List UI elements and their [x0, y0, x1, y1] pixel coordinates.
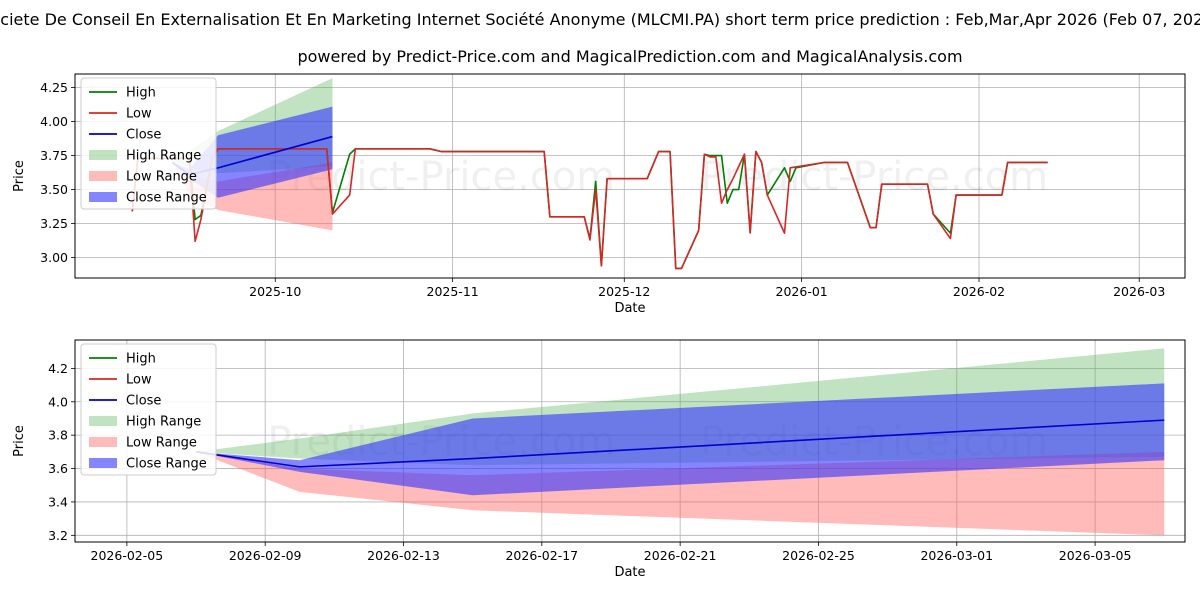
- legend-patch-high_range: [89, 150, 117, 160]
- axes-frame: [74, 339, 1186, 543]
- x-tick-label: 2026-02-25: [782, 548, 855, 563]
- x-tick-label: 2026-01: [776, 284, 828, 299]
- x-tick-label: 2026-02-09: [229, 548, 302, 563]
- legend-box: [80, 77, 217, 210]
- legend-label: Low Range: [126, 170, 197, 185]
- y-tick-label: 4.25: [40, 80, 68, 95]
- chart-title: Societe De Conseil En Externalisation Et…: [0, 10, 1200, 29]
- legend-patch-low_range: [89, 437, 117, 447]
- legend-label: High: [126, 352, 156, 367]
- x-axis-label: Date: [614, 565, 645, 580]
- close-series-line: [195, 419, 1165, 468]
- legend-label: Close Range: [126, 457, 207, 472]
- x-tick-label: 2026-02: [953, 284, 1005, 299]
- legend-patch-low_range: [89, 171, 117, 181]
- y-tick-label: 3.2: [48, 528, 68, 543]
- y-axis-label: Price: [12, 160, 27, 192]
- x-tick-label: 2026-03-05: [1059, 548, 1132, 563]
- axes-frame: [74, 73, 1186, 279]
- y-tick-label: 3.75: [40, 148, 68, 163]
- x-tick-label: 2025-10: [249, 284, 301, 299]
- legend-label: Low: [126, 373, 152, 388]
- legend-label: High Range: [126, 415, 201, 430]
- y-tick-label: 3.6: [48, 461, 68, 476]
- low-range-band: [172, 162, 333, 231]
- legend-box: [80, 343, 217, 476]
- legend-label: High Range: [126, 149, 201, 164]
- legend-label: Low: [126, 107, 152, 122]
- y-tick-label: 3.25: [40, 216, 68, 231]
- low-range-band: [196, 451, 1165, 536]
- x-tick-label: 2026-03-01: [920, 548, 993, 563]
- x-axis-label: Date: [614, 301, 645, 316]
- bottom-panel: 2026-02-05 2026-02-09 2026-02-13 2026-02-17…: [12, 339, 1186, 580]
- legend-patch-close_range: [89, 192, 117, 202]
- legend-label: Close Range: [126, 191, 207, 206]
- y-tick-label: 3.50: [40, 182, 68, 197]
- legend-label: Close: [126, 394, 161, 409]
- x-tick-label: 2026-02-05: [91, 548, 164, 563]
- x-tick-label: 2026-02-17: [505, 548, 578, 563]
- top-panel: 2025-10 2025-11 2025-12 2026-01 2026-02 2026-…: [12, 73, 1186, 316]
- legend-patch-close_range: [89, 458, 117, 468]
- x-tick-label: 2026-02-21: [644, 548, 717, 563]
- y-tick-label: 3.4: [48, 494, 68, 509]
- close-range-band: [196, 383, 1165, 496]
- y-tick-label: 4.00: [40, 114, 68, 129]
- low-series-line: [131, 148, 1048, 270]
- watermark-text: Predict-Price.com: [700, 154, 1048, 200]
- x-tick-label: 2025-12: [598, 284, 650, 299]
- legend-patch-high_range: [89, 416, 117, 426]
- x-tick-label: 2026-03: [1113, 284, 1165, 299]
- chart-subtitle: powered by Predict-Price.com and Magical…: [297, 47, 962, 66]
- x-tick-label: 2025-11: [427, 284, 479, 299]
- y-tick-label: 3.00: [40, 250, 68, 265]
- legend-label: High: [126, 86, 156, 101]
- plot-area: [195, 348, 1165, 536]
- legend-label: Low Range: [126, 436, 197, 451]
- y-tick-label: 4.2: [48, 361, 68, 376]
- y-axis-label: Price: [12, 425, 27, 457]
- y-tick-label: 4.0: [48, 394, 68, 409]
- legend-label: Close: [126, 128, 161, 143]
- y-tick-label: 3.8: [48, 428, 68, 443]
- x-tick-label: 2026-02-13: [367, 548, 440, 563]
